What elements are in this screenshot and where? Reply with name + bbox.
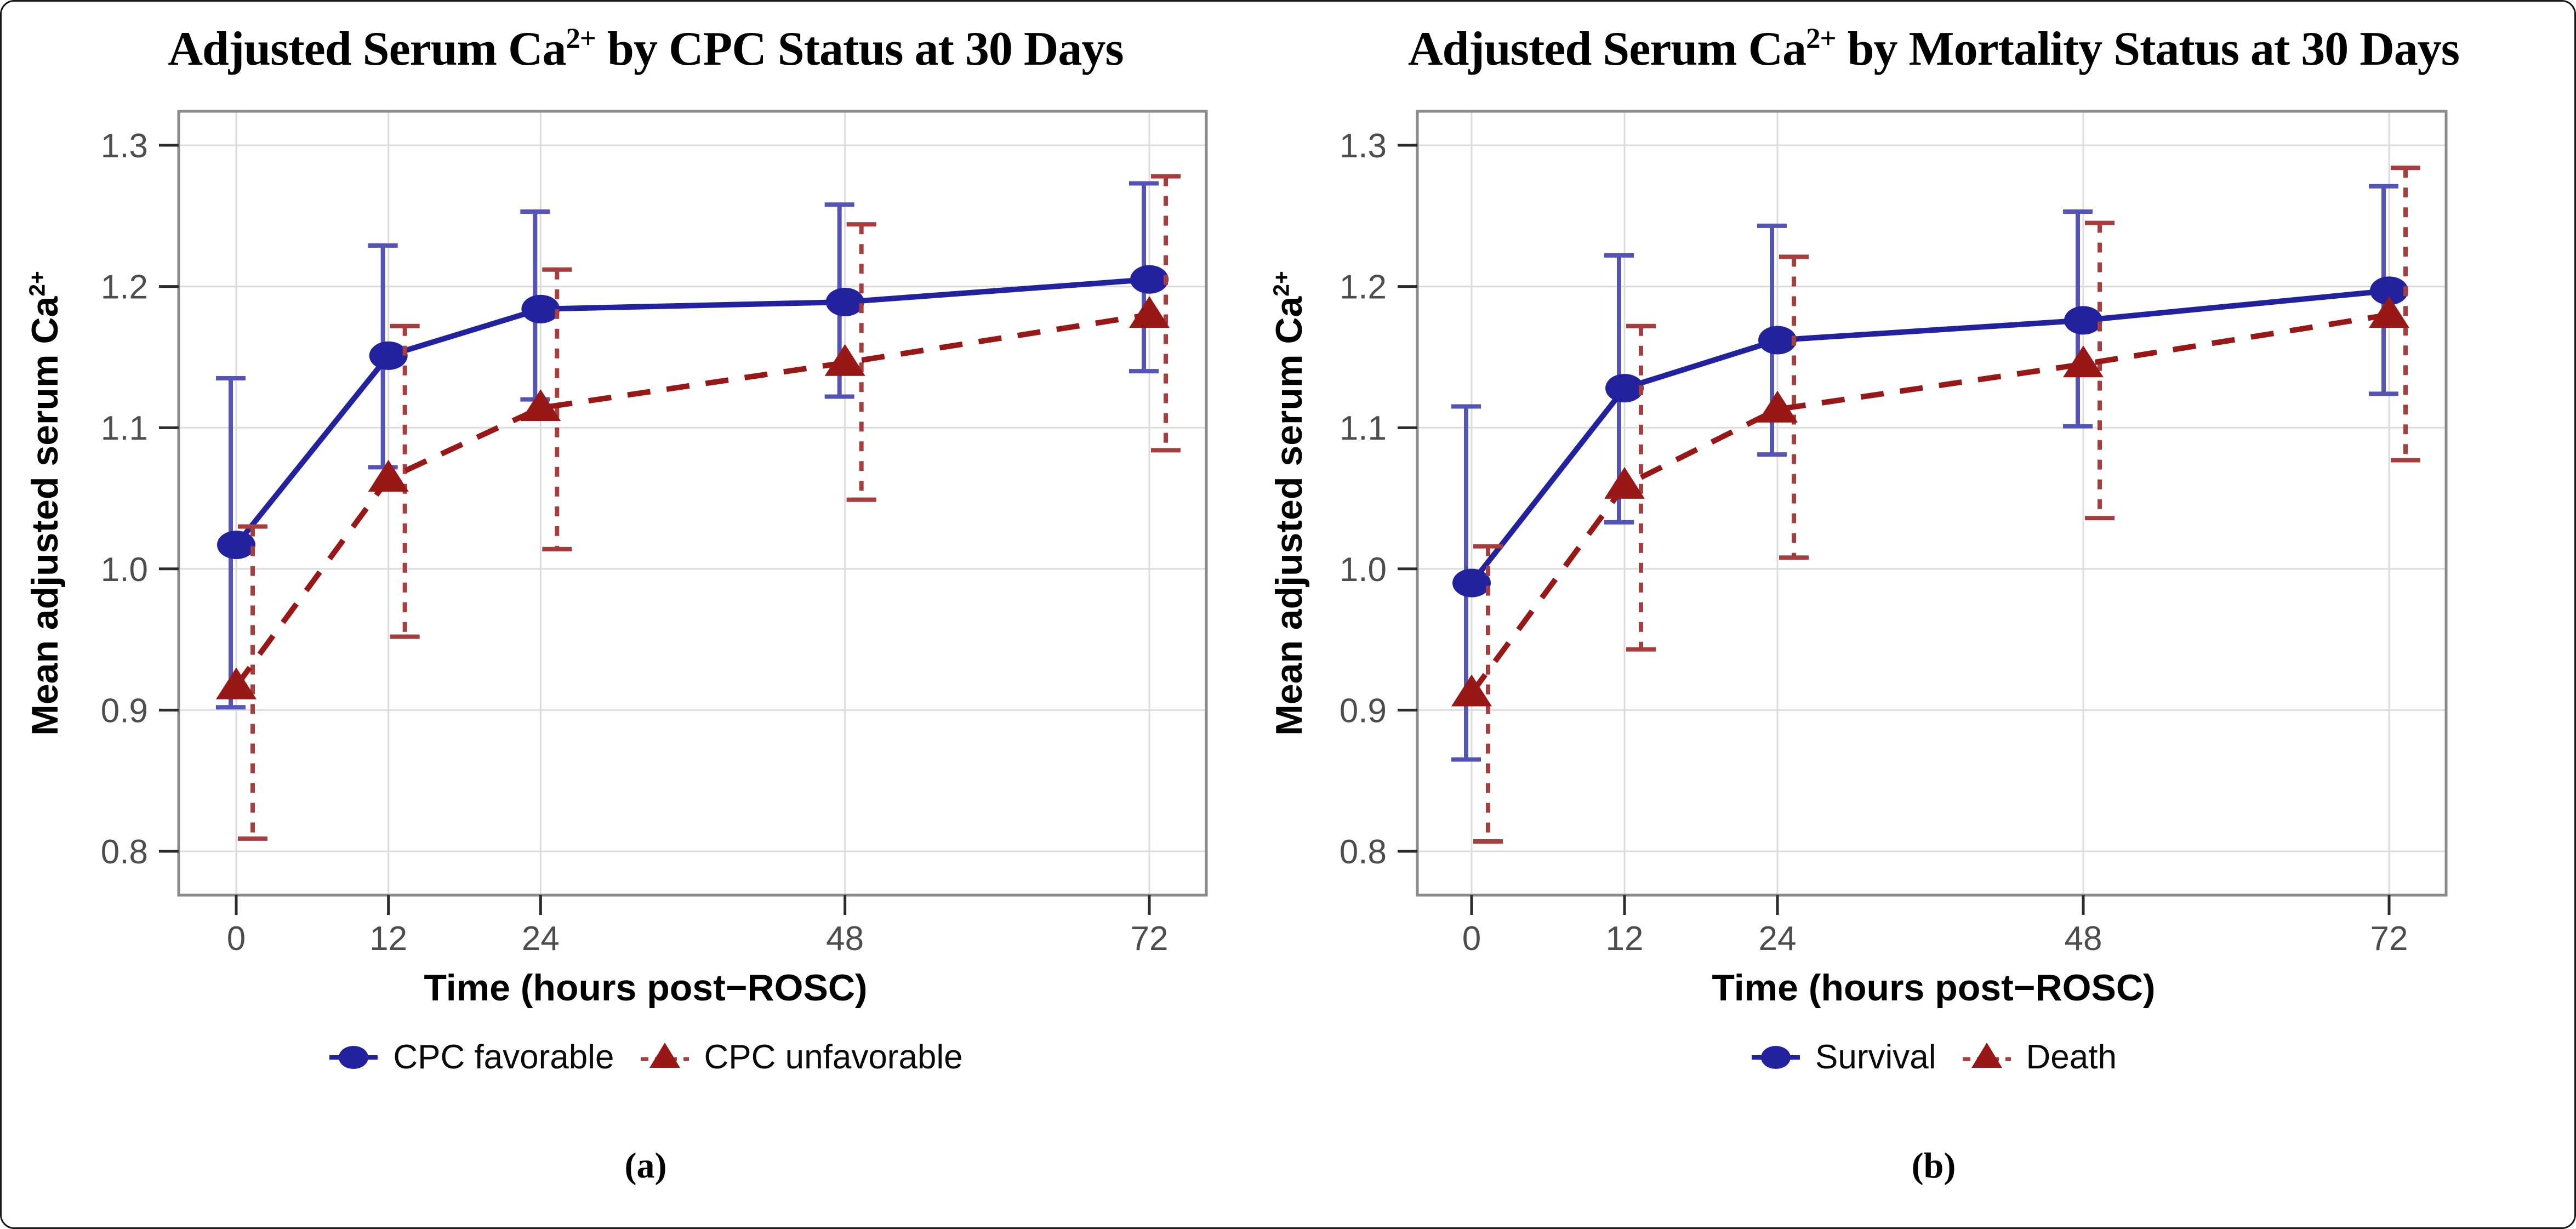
legend-marker-circle-icon <box>329 1045 378 1069</box>
plot-panel-border <box>1416 110 2448 897</box>
y-tick-label: 1.2 <box>1340 269 1387 306</box>
series-line <box>234 276 1150 547</box>
legend-label-cpc-unfavorable: CPC unfavorable <box>704 1038 963 1076</box>
panel-b-caption: (b) <box>1911 1146 1956 1186</box>
data-point-marker-circle <box>1452 568 1491 598</box>
data-point-marker-triangle <box>1451 674 1492 707</box>
data-point-marker-circle <box>521 294 560 323</box>
y-tick-label: 0.9 <box>1340 692 1387 730</box>
panel-a-title: Adjusted Serum Ca2+ by CPC Status at 30 … <box>2 21 1290 77</box>
data-point-marker-circle <box>2370 276 2408 305</box>
legend-marker-triangle-icon <box>1962 1042 2011 1068</box>
plot-area-b: 0 12 24 48 72 0.8 0.9 1.0 1.1 1.2 1.3 <box>1340 110 2448 958</box>
x-tick-label: 72 <box>2370 920 2408 958</box>
panel-a-title-rest: by CPC Status at 30 Days <box>596 22 1124 76</box>
legend-marker-circle-icon <box>1752 1045 1800 1069</box>
x-tick-label: 24 <box>1759 920 1797 958</box>
data-point-marker-circle <box>369 341 408 370</box>
data-point-marker-circle <box>2064 306 2102 335</box>
data-point-marker-triangle <box>2063 345 2104 378</box>
legend-entry-cpc-favorable: CPC favorable <box>328 1038 614 1077</box>
panel-a-y-axis-label-text: Mean adjusted serum Ca <box>24 296 66 736</box>
y-tick-label: 1.2 <box>101 269 148 306</box>
panel-b-x-axis-label: Time (hours post−ROSC) <box>1712 967 2156 1009</box>
panel-b: Adjusted Serum Ca2+ by Mortality Status … <box>1268 2 2574 1227</box>
x-tick-label: 0 <box>1462 920 1481 958</box>
panel-b-title-superscript: 2+ <box>1806 22 1836 55</box>
panel-b-title: Adjusted Serum Ca2+ by Mortality Status … <box>1290 21 2574 77</box>
data-point-marker-triangle <box>1129 296 1170 328</box>
series-line <box>1469 312 2390 695</box>
panel-a-y-axis-label: Mean adjusted serum Ca2+ <box>18 111 72 895</box>
legend-entry-survival: Survival <box>1751 1038 1936 1077</box>
legend-label-cpc-favorable: CPC favorable <box>393 1038 614 1076</box>
data-point-marker-circle <box>217 531 255 560</box>
data-point-marker-circle <box>1758 326 1797 355</box>
x-tick-label: 0 <box>227 920 246 958</box>
data-point-marker-triangle <box>2369 296 2409 328</box>
data-point-marker-triangle <box>1757 390 1798 423</box>
y-tick-label: 1.0 <box>101 551 148 589</box>
panel-b-y-axis-label: Mean adjusted serum Ca2+ <box>1262 111 1317 895</box>
y-tick-label: 1.3 <box>101 127 148 165</box>
panel-a-caption: (a) <box>624 1146 667 1186</box>
x-tick-label: 12 <box>369 920 407 958</box>
legend-label-death: Death <box>2026 1038 2117 1076</box>
x-tick-label: 24 <box>522 920 560 958</box>
series-line <box>233 312 1150 688</box>
data-point-marker-triangle <box>368 459 409 492</box>
panel-a-y-axis-label-superscript: 2+ <box>24 271 50 297</box>
panel-b-y-axis-label-text: Mean adjusted serum Ca <box>1268 296 1310 736</box>
y-tick-label: 0.8 <box>101 833 148 871</box>
panel-a-legend: CPC favorable CPC unfavorable <box>2 1038 1290 1077</box>
panel-a: Adjusted Serum Ca2+ by CPC Status at 30 … <box>2 2 1290 1227</box>
panel-a-title-superscript: 2+ <box>566 22 596 55</box>
data-point-marker-triangle <box>520 389 561 422</box>
plot-panel-border <box>177 110 1208 897</box>
panel-a-title-main: Adjusted Serum Ca <box>168 22 566 76</box>
x-tick-label: 72 <box>1131 920 1169 958</box>
legend-entry-death: Death <box>1962 1038 2117 1077</box>
panel-b-legend: Survival Death <box>1290 1038 2574 1077</box>
data-point-marker-triangle <box>824 344 865 376</box>
y-tick-label: 1.3 <box>1340 127 1387 165</box>
y-tick-label: 1.0 <box>1340 551 1387 589</box>
panel-a-x-axis-label: Time (hours post−ROSC) <box>424 967 868 1009</box>
y-tick-label: 0.8 <box>1340 833 1387 871</box>
legend-marker-triangle-icon <box>640 1042 689 1068</box>
legend-entry-cpc-unfavorable: CPC unfavorable <box>640 1038 963 1077</box>
x-tick-label: 48 <box>826 920 864 958</box>
y-tick-label: 1.1 <box>101 409 148 447</box>
panel-b-title-main: Adjusted Serum Ca <box>1407 22 1806 76</box>
x-tick-label: 48 <box>2065 920 2102 958</box>
y-tick-label: 1.1 <box>1340 409 1387 447</box>
data-point-marker-triangle <box>216 667 257 699</box>
y-tick-label: 0.9 <box>101 692 148 730</box>
legend-label-survival: Survival <box>1815 1038 1936 1076</box>
data-point-marker-circle <box>1130 265 1169 294</box>
panel-b-y-axis-label-superscript: 2+ <box>1268 271 1294 297</box>
plot-area-a: 0 12 24 48 72 0.8 0.9 1.0 1.1 1.2 1.3 <box>101 110 1208 958</box>
x-tick-label: 12 <box>1606 920 1644 958</box>
panel-b-title-rest: by Mortality Status at 30 Days <box>1836 22 2460 76</box>
data-point-marker-triangle <box>1604 466 1645 499</box>
data-point-marker-circle <box>1605 374 1644 403</box>
data-point-marker-circle <box>825 287 864 316</box>
